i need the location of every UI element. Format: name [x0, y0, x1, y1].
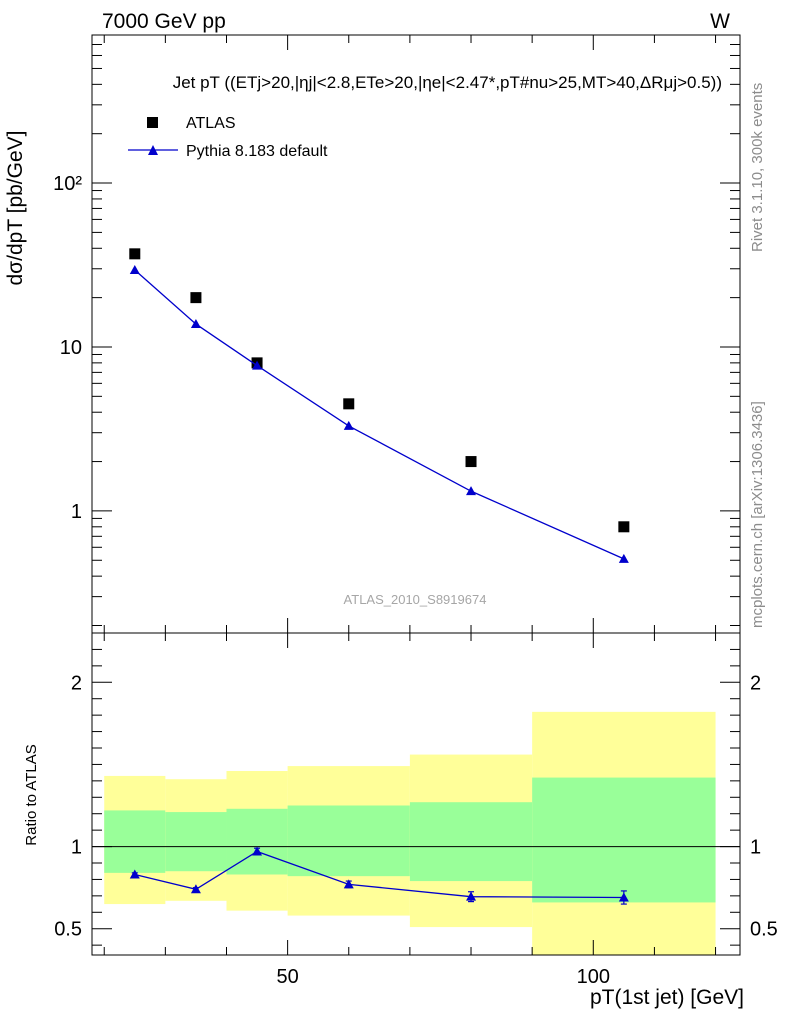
legend-pythia-marker: [148, 145, 158, 155]
ratio-y-tick-label-right: 2: [750, 672, 761, 694]
ratio-pythia-point: [190, 884, 201, 894]
main-y-axis-label: dσ/dpT [pb/GeV]: [4, 131, 27, 286]
ratio-pythia-point: [618, 892, 629, 902]
y-tick-label: 1: [71, 501, 82, 523]
ratio-inner-band: [287, 805, 410, 877]
pythia-point: [190, 319, 201, 329]
ratio-frame: [91, 632, 741, 956]
ratio-inner-band: [532, 777, 716, 903]
ratio-uncertainty-bands: [92, 711, 740, 955]
atlas-data-point: [618, 521, 630, 533]
x-tick-label: 100: [577, 966, 610, 988]
ratio-inner-band: [104, 810, 166, 873]
process-label: W: [710, 10, 730, 33]
pythia-point: [343, 420, 354, 430]
ratio-y-tick-label: 2: [71, 672, 82, 694]
pythia-point: [466, 486, 477, 496]
ratio-marks: [129, 846, 629, 905]
ratio-inner-band: [165, 812, 227, 872]
ratio-pythia-point: [129, 869, 140, 879]
mcplots-label: mcplots.cern.ch [arXiv:1306.3436]: [749, 401, 766, 628]
legend-pythia-label: Pythia 8.183 default: [186, 143, 328, 160]
rivet-version-label: Rivet 3.1.10, 300k events: [749, 83, 766, 252]
energy-label: 7000 GeV pp: [102, 10, 226, 33]
main-chart-title: Jet pT ((ETj>20,|ηj|<2.8,ETe>20,|ηe|<2.4…: [173, 73, 722, 92]
legend-atlas-label: ATLAS: [186, 115, 236, 132]
atlas-data-point: [129, 248, 141, 260]
ratio-y-axis-label: Ratio to ATLAS: [23, 744, 40, 845]
legend: ATLAS Pythia 8.183 default: [128, 115, 328, 160]
atlas-data-point: [343, 398, 355, 410]
watermark-label: ATLAS_2010_S8919674: [344, 592, 487, 607]
ratio-axis-ticks: 50 100 0.5 0.5 1 1 2 2: [54, 633, 778, 988]
x-axis-label: pT(1st jet) [GeV]: [590, 986, 744, 1009]
ratio-inner-band: [409, 802, 533, 882]
ratio-pythia-point: [466, 891, 477, 901]
y-tick-label: 10: [60, 337, 82, 359]
atlas-data-point: [465, 456, 477, 468]
ratio-y-tick-label: 0.5: [54, 919, 82, 941]
main-axis-ticks: 1 10 10²: [53, 34, 740, 633]
ratio-pythia-point: [343, 879, 354, 889]
legend-atlas-marker: [147, 117, 158, 128]
atlas-data-point: [190, 292, 202, 304]
ratio-pythia-line: [134, 850, 624, 899]
pythia-point: [618, 553, 629, 563]
ratio-y-tick-label: 1: [71, 837, 82, 859]
pythia-line: [134, 269, 625, 560]
ratio-y-tick-label-right: 1: [750, 837, 761, 859]
ratio-pythia-point: [252, 846, 263, 856]
y-tick-label: 10²: [53, 173, 82, 195]
x-tick-label: 50: [276, 966, 298, 988]
ratio-y-tick-label-right: 0.5: [750, 919, 778, 941]
pythia-point: [252, 360, 263, 370]
main-marks: [129, 248, 630, 563]
pythia-point: [129, 264, 140, 274]
